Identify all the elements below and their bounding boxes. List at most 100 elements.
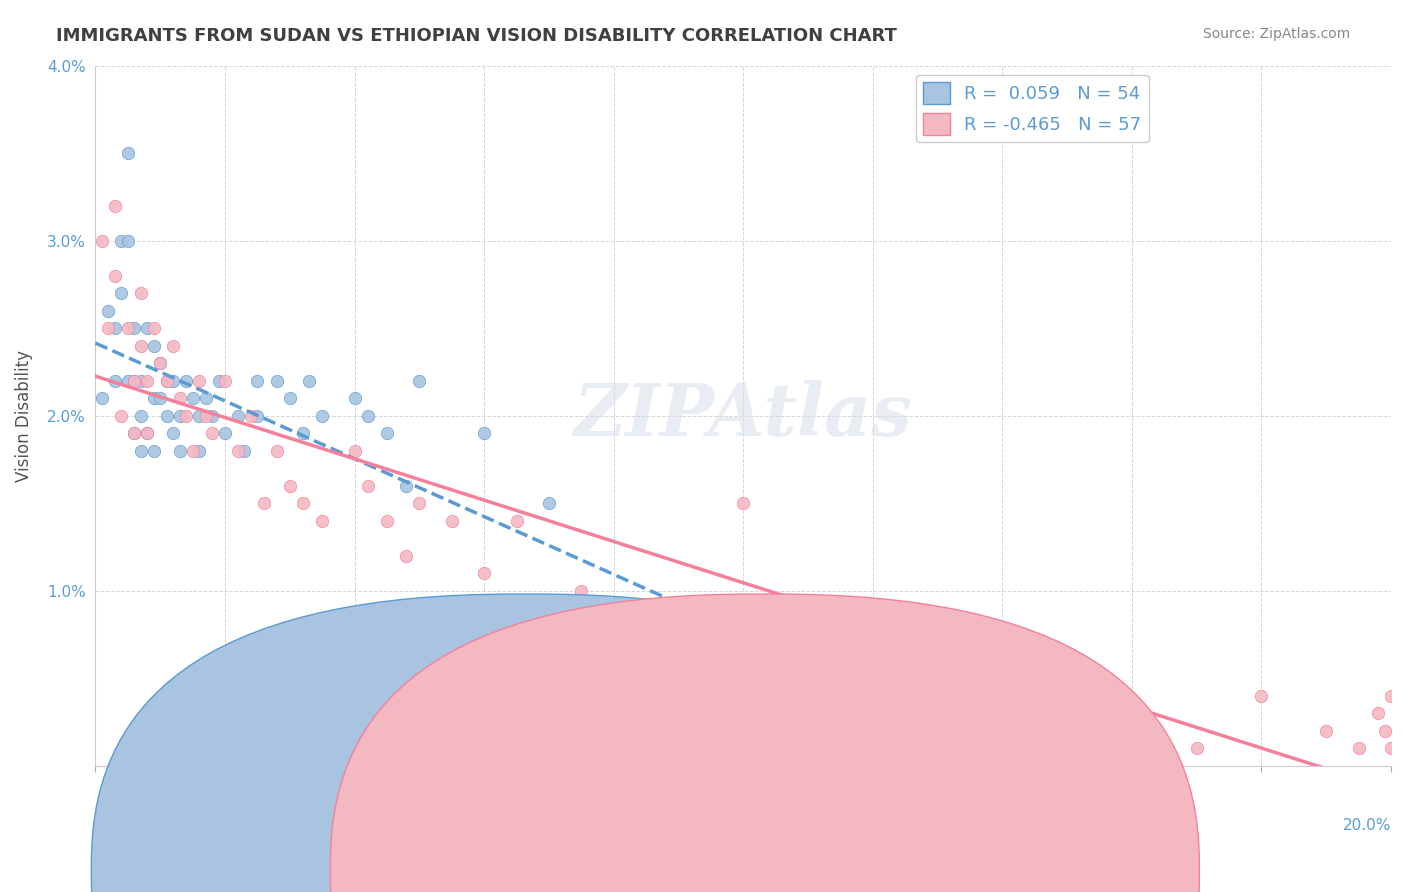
Point — [226, 409, 249, 423]
Point — [569, 583, 592, 598]
Point — [162, 426, 184, 441]
Point — [129, 339, 152, 353]
Point — [91, 234, 114, 248]
Point — [395, 479, 418, 493]
Text: 0.0%: 0.0% — [96, 818, 134, 833]
Point — [311, 409, 333, 423]
Point — [104, 268, 127, 283]
Point — [1315, 723, 1337, 738]
Point — [927, 619, 949, 633]
Point — [343, 443, 366, 458]
Point — [214, 426, 236, 441]
Point — [162, 374, 184, 388]
Point — [156, 374, 179, 388]
Point — [472, 426, 495, 441]
Legend: R =  0.059   N = 54, R = -0.465   N = 57: R = 0.059 N = 54, R = -0.465 N = 57 — [915, 75, 1149, 142]
Point — [110, 234, 132, 248]
Point — [201, 426, 224, 441]
Point — [298, 374, 321, 388]
Point — [142, 391, 165, 405]
Point — [1379, 689, 1402, 703]
Point — [149, 356, 172, 370]
Point — [291, 496, 314, 510]
Point — [266, 443, 288, 458]
Point — [194, 391, 217, 405]
Point — [124, 426, 146, 441]
Point — [733, 496, 755, 510]
Point — [110, 286, 132, 301]
Point — [169, 443, 191, 458]
Point — [862, 706, 884, 721]
Point — [174, 409, 197, 423]
Point — [1379, 741, 1402, 756]
Point — [136, 426, 159, 441]
Point — [201, 409, 224, 423]
Point — [169, 409, 191, 423]
Point — [1374, 723, 1396, 738]
Point — [1185, 741, 1208, 756]
Y-axis label: Vision Disability: Vision Disability — [15, 350, 32, 482]
Point — [149, 356, 172, 370]
Point — [440, 514, 463, 528]
Point — [97, 303, 120, 318]
Point — [1250, 689, 1272, 703]
Point — [129, 286, 152, 301]
Point — [188, 409, 211, 423]
Point — [214, 374, 236, 388]
Point — [311, 514, 333, 528]
Text: IMMIGRANTS FROM SUDAN VS ETHIOPIAN VISION DISABILITY CORRELATION CHART: IMMIGRANTS FROM SUDAN VS ETHIOPIAN VISIO… — [56, 27, 897, 45]
Point — [124, 321, 146, 335]
Point — [129, 374, 152, 388]
Point — [156, 409, 179, 423]
Text: Source: ZipAtlas.com: Source: ZipAtlas.com — [1202, 27, 1350, 41]
Point — [136, 374, 159, 388]
Point — [117, 374, 139, 388]
Point — [188, 443, 211, 458]
Text: Immigrants from Sudan: Immigrants from Sudan — [544, 855, 725, 870]
Point — [124, 374, 146, 388]
Point — [136, 426, 159, 441]
Text: ZIPAtlas: ZIPAtlas — [574, 380, 912, 451]
Point — [1121, 723, 1143, 738]
Point — [375, 426, 398, 441]
Text: Ethiopians: Ethiopians — [783, 855, 863, 870]
Point — [97, 321, 120, 335]
Point — [537, 619, 560, 633]
Point — [124, 426, 146, 441]
Point — [239, 409, 262, 423]
Point — [253, 496, 276, 510]
Point — [117, 146, 139, 161]
Point — [149, 391, 172, 405]
Point — [117, 321, 139, 335]
Point — [356, 479, 378, 493]
Point — [1367, 706, 1389, 721]
Point — [181, 391, 204, 405]
Point — [233, 443, 256, 458]
Point — [291, 426, 314, 441]
Point — [440, 636, 463, 650]
Text: 20.0%: 20.0% — [1343, 818, 1391, 833]
Point — [246, 374, 269, 388]
Point — [395, 549, 418, 563]
Point — [408, 374, 430, 388]
Point — [1347, 741, 1369, 756]
Point — [194, 409, 217, 423]
Point — [162, 339, 184, 353]
Point — [226, 443, 249, 458]
Point — [156, 374, 179, 388]
Point — [142, 321, 165, 335]
Point — [278, 391, 301, 405]
Point — [174, 374, 197, 388]
Point — [169, 391, 191, 405]
Point — [117, 234, 139, 248]
Point — [104, 321, 127, 335]
Point — [188, 374, 211, 388]
Point — [797, 689, 820, 703]
Point — [602, 619, 624, 633]
Point — [668, 671, 690, 685]
Point — [343, 391, 366, 405]
Point — [110, 409, 132, 423]
Point — [246, 409, 269, 423]
Point — [278, 479, 301, 493]
Point — [408, 496, 430, 510]
